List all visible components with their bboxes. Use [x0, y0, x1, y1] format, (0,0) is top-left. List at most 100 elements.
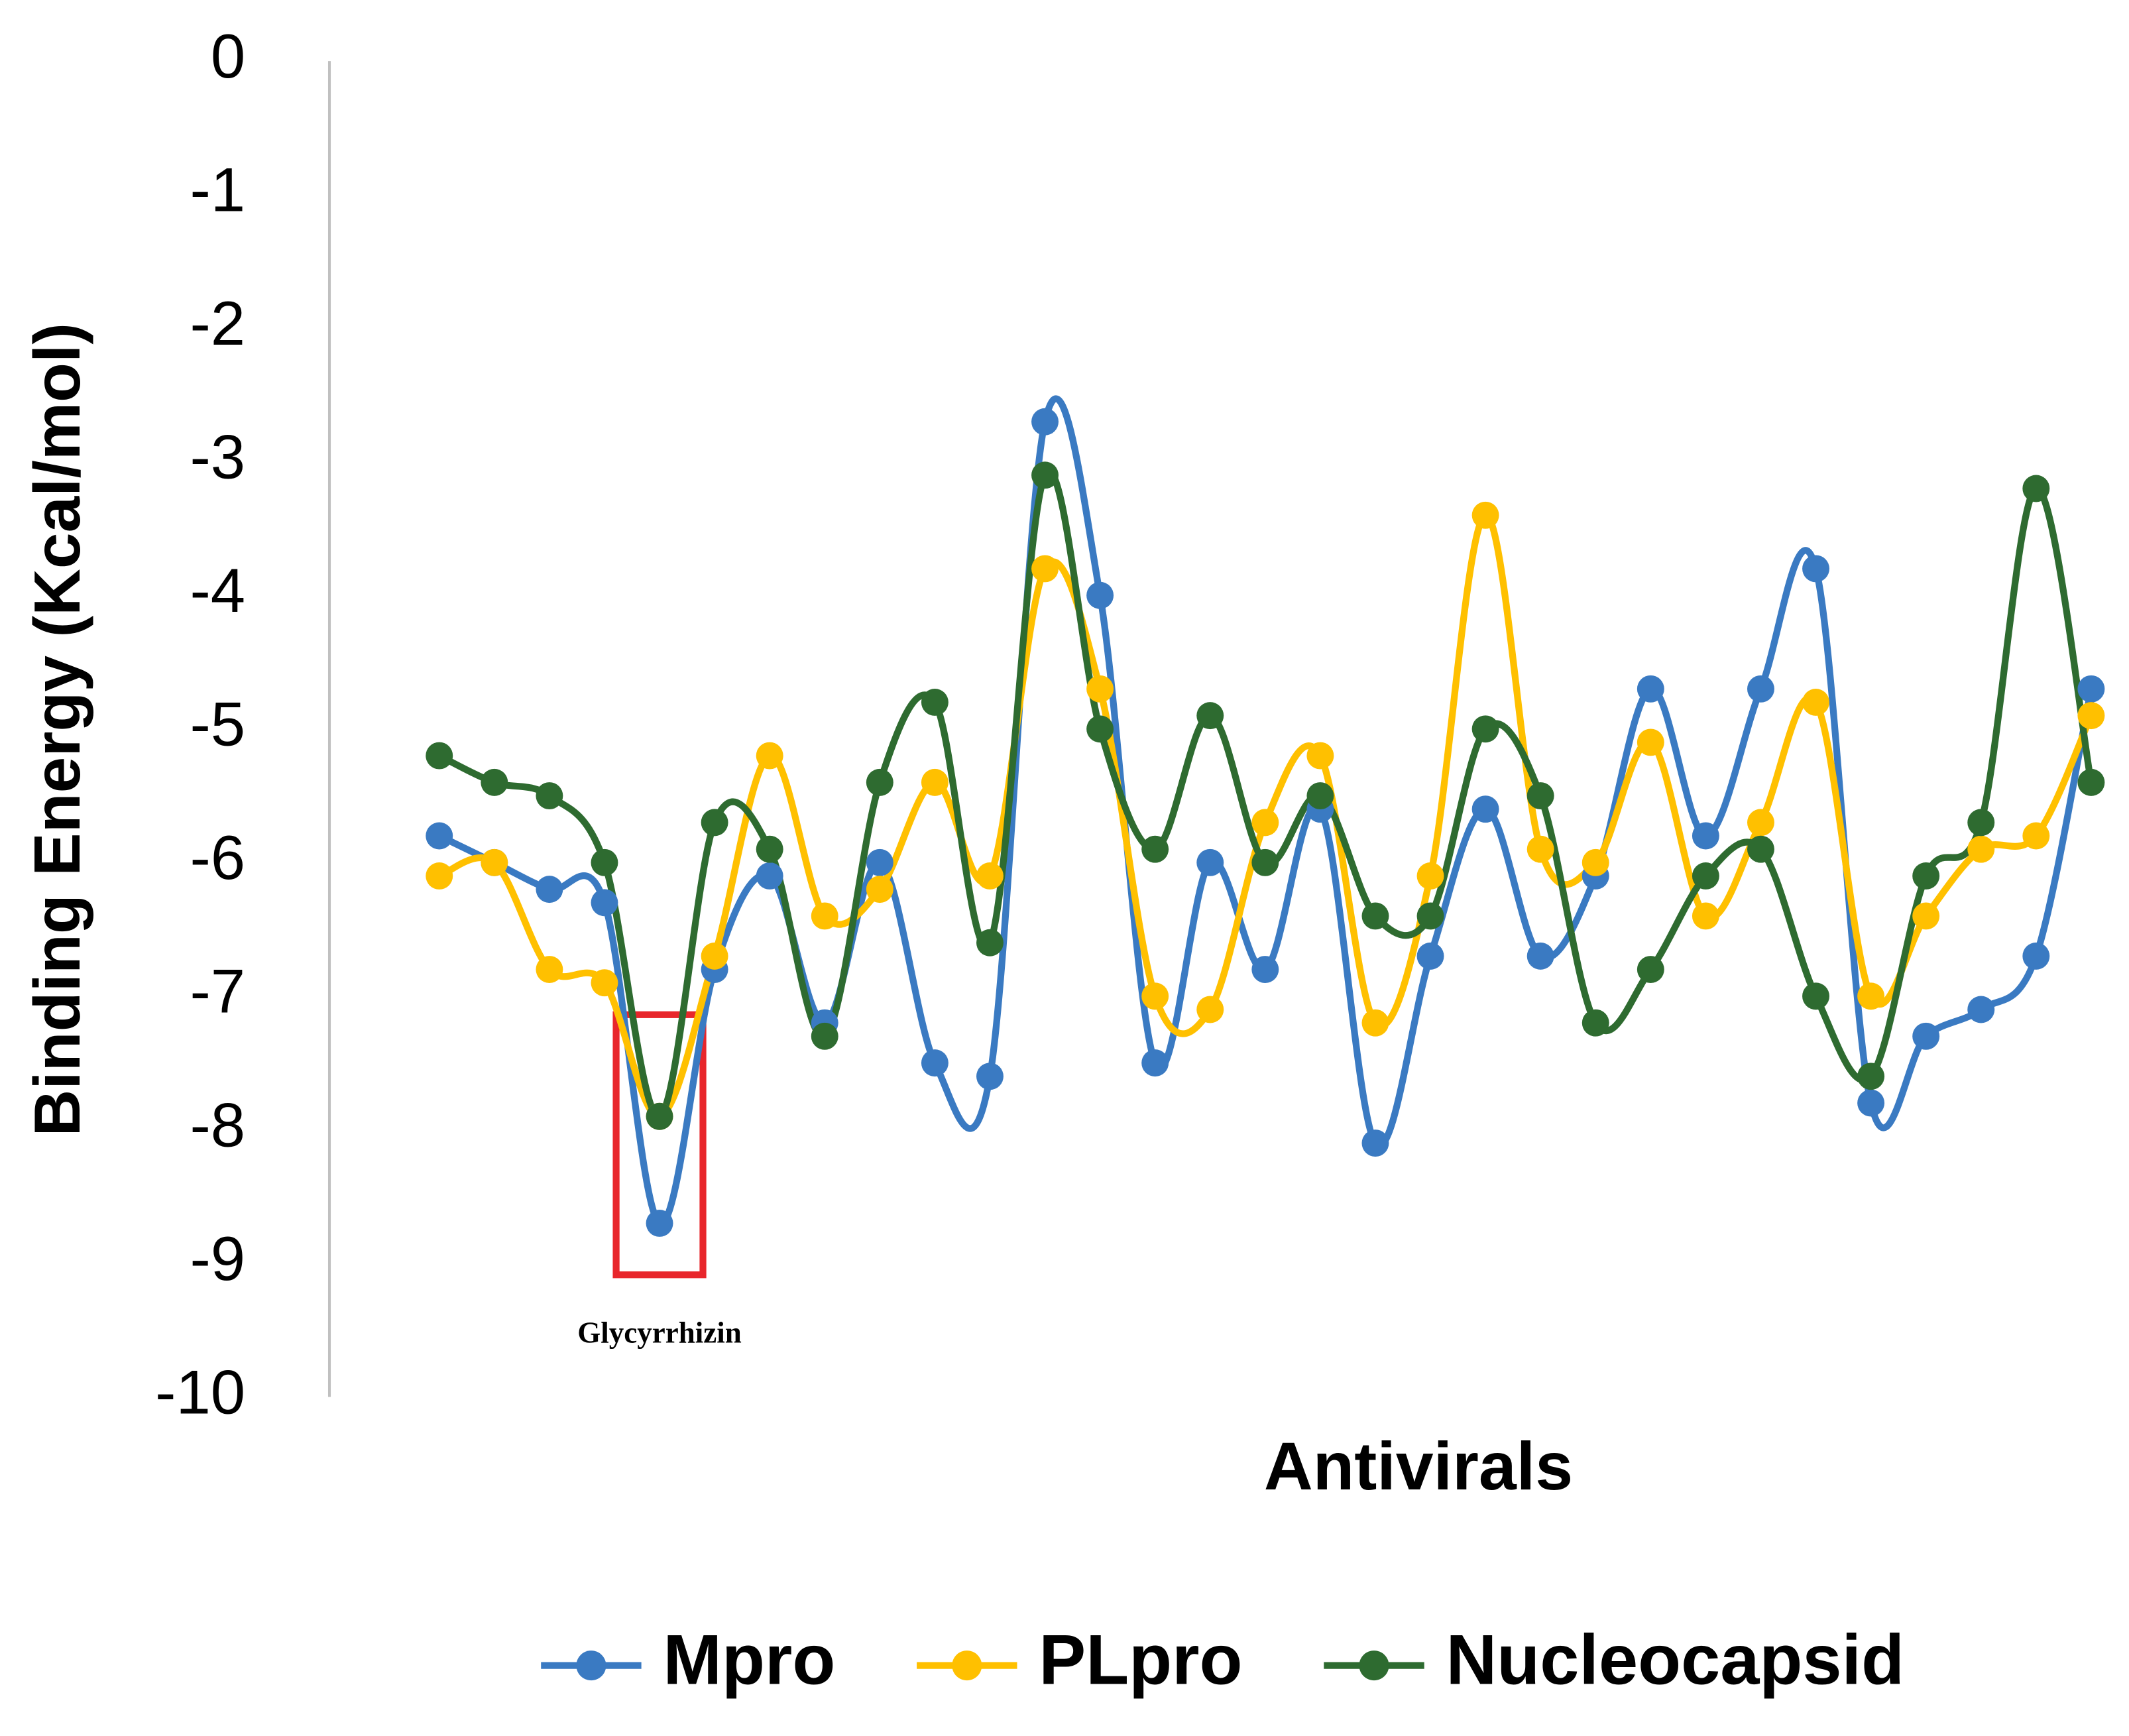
- data-point: [426, 862, 453, 890]
- data-point: [866, 768, 893, 796]
- data-point: [426, 742, 453, 770]
- legend-marker: [1359, 1650, 1389, 1681]
- data-point: [1967, 809, 1995, 837]
- x-axis-label: Antivirals: [1264, 1428, 1573, 1504]
- y-tick-label: -1: [190, 154, 245, 224]
- data-point: [2022, 475, 2050, 502]
- legend-marker: [576, 1650, 606, 1681]
- legend-marker: [952, 1650, 982, 1681]
- data-point: [1857, 982, 1885, 1010]
- data-point: [921, 1049, 949, 1077]
- data-point: [1857, 1089, 1885, 1117]
- data-point: [1912, 902, 1940, 930]
- data-point: [1747, 675, 1774, 703]
- data-point: [481, 848, 508, 876]
- data-point: [1802, 555, 1829, 583]
- y-tick-label: -8: [190, 1090, 245, 1159]
- legend-label: Mpro: [663, 1621, 835, 1700]
- data-point: [2077, 702, 2105, 730]
- data-point: [1306, 782, 1334, 810]
- data-point: [756, 742, 783, 770]
- y-tick-label: -10: [155, 1357, 245, 1426]
- data-point: [1031, 408, 1059, 435]
- data-point: [1086, 715, 1114, 743]
- data-point: [1251, 848, 1279, 876]
- data-point: [2022, 822, 2050, 850]
- data-point: [811, 902, 838, 930]
- data-point: [1692, 822, 1719, 850]
- data-point: [591, 969, 618, 997]
- data-point: [1471, 795, 1499, 823]
- data-point: [1416, 902, 1444, 930]
- data-point: [1526, 942, 1554, 970]
- data-point: [1196, 848, 1224, 876]
- data-point: [536, 956, 563, 984]
- category-label: Glycyrrhizin: [577, 1316, 741, 1350]
- data-point: [1086, 581, 1114, 609]
- data-point: [1361, 1009, 1389, 1037]
- data-point: [866, 848, 893, 876]
- highlight-box: [612, 1011, 707, 1279]
- y-tick-label: -2: [190, 288, 245, 358]
- data-point: [1912, 1022, 1940, 1050]
- data-point: [1526, 835, 1554, 863]
- data-point: [1747, 809, 1774, 837]
- legend-label: PLpro: [1039, 1621, 1242, 1700]
- y-tick-label: -4: [190, 555, 245, 625]
- data-point: [701, 809, 728, 837]
- data-point: [1141, 835, 1169, 863]
- data-point: [591, 889, 618, 917]
- data-point: [1306, 742, 1334, 770]
- data-point: [536, 876, 563, 903]
- data-point: [1361, 902, 1389, 930]
- y-tick-label: -5: [190, 689, 245, 759]
- data-point: [1471, 715, 1499, 743]
- series-line: [437, 512, 2095, 1120]
- data-point: [1747, 835, 1774, 863]
- data-point: [1967, 996, 1995, 1023]
- legend-label: Nucleocapsid: [1446, 1621, 1904, 1700]
- data-point: [1967, 835, 1995, 863]
- data-point: [2077, 768, 2105, 796]
- data-point: [1912, 862, 1940, 890]
- data-point: [1141, 1049, 1169, 1077]
- y-axis-label: Binding Energy (Kcal/mol): [21, 323, 93, 1137]
- data-point: [1251, 956, 1279, 984]
- data-point: [1692, 862, 1719, 890]
- data-point: [1196, 996, 1224, 1023]
- data-point: [1637, 956, 1664, 984]
- data-point: [1251, 809, 1279, 837]
- data-point: [536, 782, 563, 810]
- data-point: [481, 768, 508, 796]
- y-tick-label: -7: [190, 956, 245, 1026]
- data-point: [756, 835, 783, 863]
- data-point: [1637, 728, 1664, 756]
- data-point: [921, 689, 949, 716]
- data-point: [811, 1022, 838, 1050]
- data-point: [1031, 555, 1059, 583]
- data-point: [1416, 942, 1444, 970]
- data-point: [1471, 501, 1499, 529]
- data-point: [646, 1102, 673, 1130]
- data-point: [1361, 1129, 1389, 1157]
- data-point: [1637, 675, 1664, 703]
- data-point: [976, 929, 1004, 956]
- data-point: [1526, 782, 1554, 810]
- data-point: [976, 862, 1004, 890]
- data-point: [921, 768, 949, 796]
- y-tick-label: -6: [190, 823, 245, 892]
- data-point: [1692, 902, 1719, 930]
- data-point: [1582, 848, 1609, 876]
- data-point: [1141, 982, 1169, 1010]
- data-point: [701, 942, 728, 970]
- data-point: [591, 848, 618, 876]
- data-point: [1196, 702, 1224, 730]
- data-point: [2022, 942, 2050, 970]
- data-point: [2077, 675, 2105, 703]
- data-point: [646, 1210, 673, 1237]
- data-point: [1857, 1063, 1885, 1090]
- y-tick-label: 0: [211, 21, 245, 91]
- data-point: [976, 1063, 1004, 1090]
